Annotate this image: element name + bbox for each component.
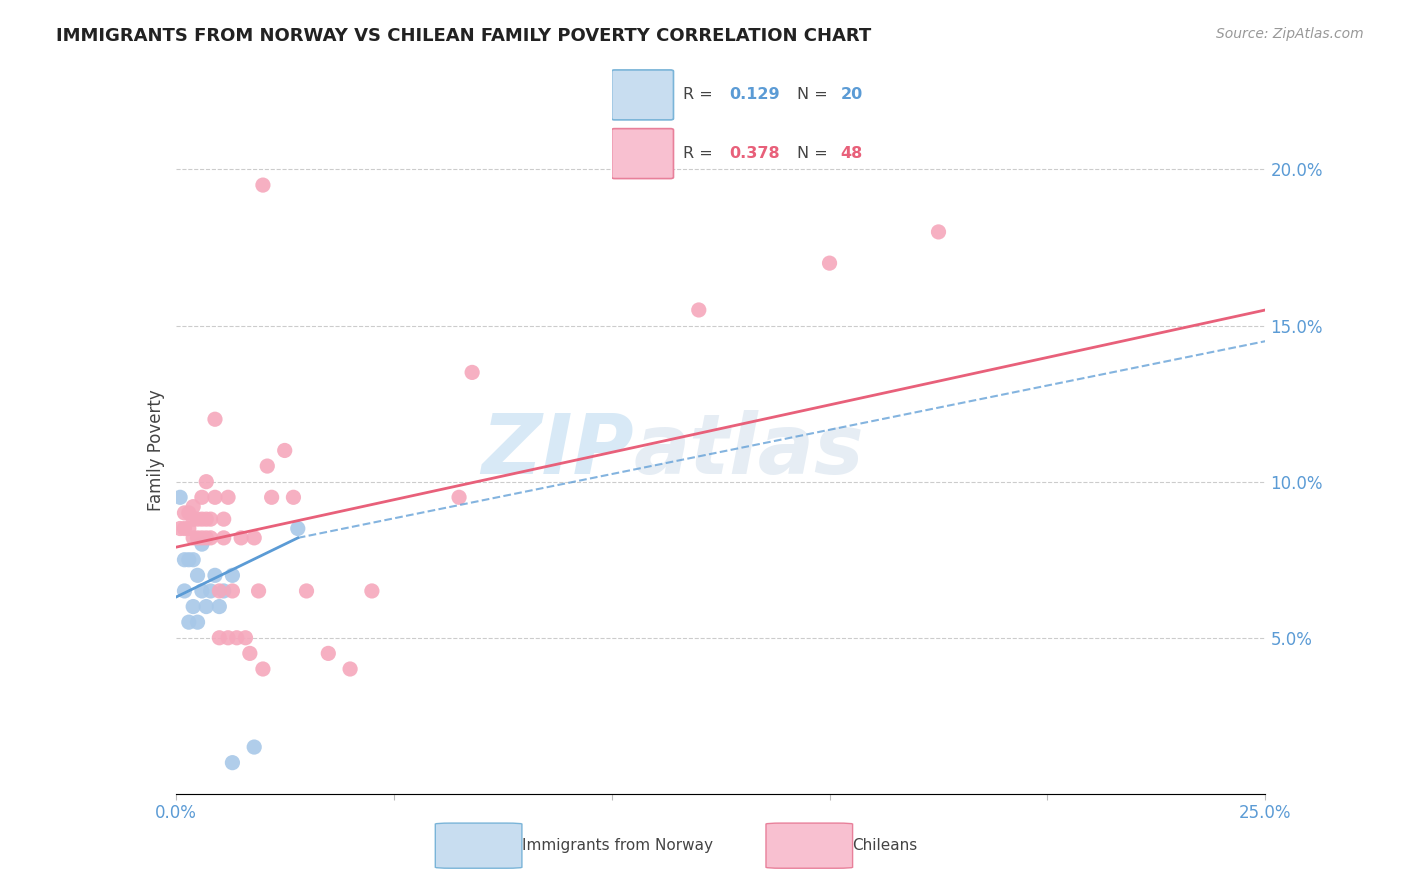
- Point: [252, 662, 274, 676]
- Point: [186, 615, 209, 630]
- Point: [318, 646, 340, 660]
- Point: [360, 583, 382, 598]
- Point: [231, 531, 253, 545]
- Text: 0.129: 0.129: [730, 87, 780, 103]
- Point: [208, 631, 231, 645]
- Point: [191, 512, 214, 526]
- Point: [221, 568, 243, 582]
- Point: [247, 583, 270, 598]
- Text: R =: R =: [683, 87, 717, 103]
- Point: [243, 531, 266, 545]
- Point: [181, 500, 204, 514]
- Point: [256, 458, 278, 473]
- FancyBboxPatch shape: [612, 70, 673, 120]
- Point: [217, 490, 239, 504]
- Text: 0.378: 0.378: [730, 146, 780, 161]
- Point: [169, 521, 191, 535]
- Point: [177, 552, 200, 567]
- Point: [208, 583, 231, 598]
- Point: [191, 490, 214, 504]
- Point: [243, 740, 266, 755]
- Point: [195, 475, 218, 489]
- Point: [177, 521, 200, 535]
- Point: [217, 631, 239, 645]
- Point: [283, 490, 305, 504]
- Point: [173, 506, 195, 520]
- Point: [186, 512, 209, 526]
- Text: 48: 48: [841, 146, 863, 161]
- Text: N =: N =: [797, 146, 834, 161]
- Point: [339, 662, 361, 676]
- Point: [173, 521, 195, 535]
- Point: [191, 531, 214, 545]
- FancyBboxPatch shape: [436, 823, 522, 868]
- Point: [186, 568, 209, 582]
- Point: [295, 583, 318, 598]
- FancyBboxPatch shape: [612, 128, 673, 178]
- Point: [221, 756, 243, 770]
- Point: [252, 178, 274, 192]
- Point: [191, 537, 214, 551]
- Point: [173, 552, 195, 567]
- Point: [181, 599, 204, 614]
- Text: Source: ZipAtlas.com: Source: ZipAtlas.com: [1216, 27, 1364, 41]
- Text: IMMIGRANTS FROM NORWAY VS CHILEAN FAMILY POVERTY CORRELATION CHART: IMMIGRANTS FROM NORWAY VS CHILEAN FAMILY…: [56, 27, 872, 45]
- Point: [200, 583, 222, 598]
- Point: [186, 531, 209, 545]
- Point: [461, 366, 484, 380]
- Point: [173, 583, 195, 598]
- Text: ZIP: ZIP: [481, 410, 633, 491]
- Point: [181, 512, 204, 526]
- Point: [212, 583, 235, 598]
- Point: [818, 256, 841, 270]
- Point: [191, 583, 214, 598]
- Point: [204, 568, 226, 582]
- Text: R =: R =: [683, 146, 717, 161]
- Point: [260, 490, 283, 504]
- Text: atlas: atlas: [633, 410, 865, 491]
- Point: [204, 412, 226, 426]
- Point: [195, 512, 218, 526]
- Point: [200, 531, 222, 545]
- Point: [274, 443, 297, 458]
- Point: [204, 490, 226, 504]
- Point: [447, 490, 470, 504]
- Point: [212, 512, 235, 526]
- Text: 20: 20: [841, 87, 863, 103]
- Point: [177, 506, 200, 520]
- Y-axis label: Family Poverty: Family Poverty: [146, 390, 165, 511]
- Point: [200, 512, 222, 526]
- Point: [169, 490, 191, 504]
- Point: [177, 615, 200, 630]
- Point: [181, 552, 204, 567]
- Point: [208, 599, 231, 614]
- Point: [195, 531, 218, 545]
- Text: N =: N =: [797, 87, 834, 103]
- Point: [688, 302, 710, 317]
- Point: [287, 521, 309, 535]
- Text: Chileans: Chileans: [852, 838, 918, 853]
- Point: [212, 531, 235, 545]
- Text: Immigrants from Norway: Immigrants from Norway: [522, 838, 713, 853]
- Point: [928, 225, 950, 239]
- Point: [225, 631, 247, 645]
- FancyBboxPatch shape: [766, 823, 852, 868]
- Point: [181, 531, 204, 545]
- Point: [221, 583, 243, 598]
- Point: [235, 631, 257, 645]
- Point: [195, 599, 218, 614]
- Point: [239, 646, 262, 660]
